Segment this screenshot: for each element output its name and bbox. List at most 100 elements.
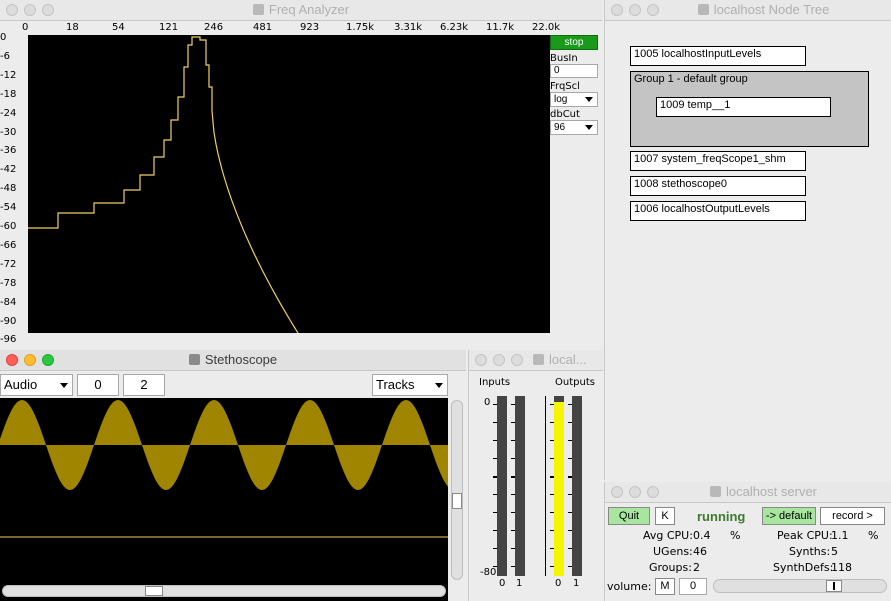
freq-tick-label: 22.0k — [532, 22, 561, 33]
outputs-label: Outputs — [555, 377, 595, 388]
freq-tick-label: 11.7k — [486, 22, 515, 33]
synthdefs-value: 118 — [831, 561, 852, 574]
input-channel-0: 0 — [499, 578, 506, 589]
freq-analyzer-window: Freq Analyzer 0 18 54 121 246 481 923 1.75k 3.31… — [0, 0, 602, 348]
meter-tick — [550, 422, 554, 423]
input-meter — [511, 396, 525, 576]
frqscl-label: FrqScl — [550, 81, 580, 92]
busin-field[interactable]: 0 — [550, 64, 598, 78]
node-input-levels[interactable]: 1005 localhostInputLevels — [630, 46, 806, 66]
zoom-icon[interactable] — [647, 4, 659, 16]
output-channel-0: 0 — [555, 578, 562, 589]
scope-horizontal-scrollbar[interactable] — [2, 585, 446, 597]
level-meter-titlebar[interactable]: local... — [469, 350, 603, 371]
node-tree-titlebar[interactable]: localhost Node Tree — [605, 0, 891, 21]
server-window: localhost server Quit K running -> defau… — [604, 482, 891, 601]
meter-tick — [493, 512, 497, 513]
inputs-label: Inputs — [479, 377, 511, 388]
freq-analyzer-titlebar[interactable]: Freq Analyzer — [0, 0, 602, 21]
window-doc-icon — [533, 354, 544, 365]
close-icon[interactable] — [611, 486, 623, 498]
zoom-icon[interactable] — [42, 4, 54, 16]
peak-cpu-value: 1.1 — [831, 529, 849, 542]
node-temp[interactable]: 1009 temp__1 — [656, 97, 831, 117]
meter-tick — [568, 422, 572, 423]
stethoscope-titlebar[interactable]: Stethoscope — [0, 350, 466, 371]
node-stethoscope[interactable]: 1008 stethoscope0 — [630, 176, 806, 196]
zoom-icon[interactable] — [647, 486, 659, 498]
zoom-icon[interactable] — [42, 354, 54, 366]
close-icon[interactable] — [611, 4, 623, 16]
peak-cpu-percent: % — [868, 529, 879, 542]
window-title: localhost server — [725, 484, 818, 499]
scope-vertical-thumb[interactable] — [452, 493, 462, 509]
volume-slider[interactable] — [713, 579, 887, 593]
meter-tick — [550, 476, 554, 478]
meter-tick — [550, 404, 554, 405]
quit-button[interactable]: Quit — [608, 507, 650, 525]
scope-horizontal-thumb[interactable] — [145, 586, 163, 596]
meter-tick — [568, 548, 572, 549]
stop-button[interactable]: stop — [550, 35, 598, 50]
spectrum-line — [28, 36, 299, 333]
freq-tick-label: 54 — [112, 22, 125, 33]
dbcut-label: dbCut — [550, 109, 580, 120]
node-tree-window: localhost Node Tree 1005 localhostInputL… — [604, 0, 891, 480]
dbcut-select[interactable]: 96 — [550, 120, 598, 135]
zoom-icon[interactable] — [511, 354, 523, 366]
frqscl-select[interactable]: log — [550, 92, 598, 107]
meter-tick — [493, 458, 497, 459]
chevron-down-icon — [585, 125, 593, 130]
node-output-levels[interactable]: 1006 localhostOutputLevels — [630, 201, 806, 221]
minimize-icon[interactable] — [24, 4, 36, 16]
record-button[interactable]: record > — [820, 507, 885, 525]
mute-button[interactable]: M — [655, 578, 675, 595]
scope-vertical-scrollbar[interactable] — [451, 400, 463, 580]
groups-value: 2 — [693, 561, 700, 574]
meter-tick — [511, 440, 515, 441]
output-meter-fill — [554, 402, 564, 576]
meter-tick — [493, 530, 497, 531]
avg-cpu-label: Avg CPU: — [643, 529, 693, 542]
meter-tick — [511, 458, 515, 459]
scale-divider — [545, 396, 546, 576]
default-server-button[interactable]: -> default — [762, 507, 816, 525]
rate-select[interactable]: Audio — [0, 374, 73, 396]
db-tick-label: -30 — [0, 126, 17, 138]
chevron-down-icon — [60, 383, 68, 388]
channels-field[interactable]: 2 — [123, 374, 165, 396]
meter-tick — [550, 458, 554, 459]
meter-tick — [550, 548, 554, 549]
node-freqscope[interactable]: 1007 system_freqScope1_shm — [630, 151, 806, 171]
minimize-icon[interactable] — [493, 354, 505, 366]
view-select[interactable]: Tracks — [372, 374, 448, 396]
top-db-label: 0 — [484, 397, 491, 408]
freq-tick-label: 1.75k — [346, 22, 375, 33]
meter-tick — [493, 566, 497, 567]
db-tick-label: -48 — [0, 183, 17, 195]
minimize-icon[interactable] — [24, 354, 36, 366]
minimize-icon[interactable] — [629, 4, 641, 16]
volume-field[interactable]: 0 — [679, 578, 707, 595]
freq-tick-label: 923 — [300, 22, 320, 33]
kill-button[interactable]: K — [655, 507, 675, 525]
view-value: Tracks — [376, 377, 415, 392]
meter-tick — [493, 548, 497, 549]
close-icon[interactable] — [6, 4, 18, 16]
meter-tick — [568, 512, 572, 513]
volume-slider-thumb[interactable] — [826, 580, 842, 592]
meter-tick — [568, 494, 572, 495]
minimize-icon[interactable] — [629, 486, 641, 498]
freq-tick-label: 481 — [253, 22, 273, 33]
close-icon[interactable] — [6, 354, 18, 366]
window-doc-icon — [188, 354, 200, 365]
avg-cpu-percent: % — [730, 529, 741, 542]
db-tick-label: -24 — [0, 107, 17, 119]
close-icon[interactable] — [475, 354, 487, 366]
index-field[interactable]: 0 — [77, 374, 119, 396]
scope-waveform — [0, 400, 448, 490]
server-titlebar[interactable]: localhost server — [605, 482, 891, 503]
window-title: Freq Analyzer — [268, 2, 350, 17]
freq-tick-label: 3.31k — [394, 22, 423, 33]
meter-tick — [568, 440, 572, 441]
